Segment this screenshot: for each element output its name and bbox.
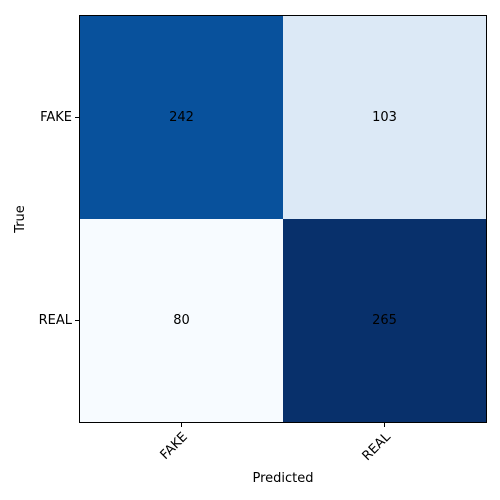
x-axis-label: Predicted xyxy=(252,471,313,486)
y-axis-label: True xyxy=(13,205,28,234)
heatmap-cells: 242 103 80 265 xyxy=(80,16,486,422)
heatmap-cell-1-1 xyxy=(283,219,486,422)
heatmap-cell-0-1 xyxy=(283,16,486,219)
x-tick-label-0: FAKE xyxy=(158,430,191,463)
heatmap-cell-0-0 xyxy=(80,16,283,219)
heatmap-cell-1-0 xyxy=(80,219,283,422)
cell-value-label-0-1: 103 xyxy=(372,110,397,125)
y-tick-label-1: REAL xyxy=(39,313,73,328)
cell-value-label-1-0: 80 xyxy=(173,313,190,328)
x-tick-label-1: REAL xyxy=(360,429,395,464)
cell-value-label-0-0: 242 xyxy=(169,110,194,125)
cell-value-label-1-1: 265 xyxy=(372,313,397,328)
y-tick-label-0: FAKE xyxy=(40,110,72,125)
plot-frame xyxy=(79,15,487,423)
